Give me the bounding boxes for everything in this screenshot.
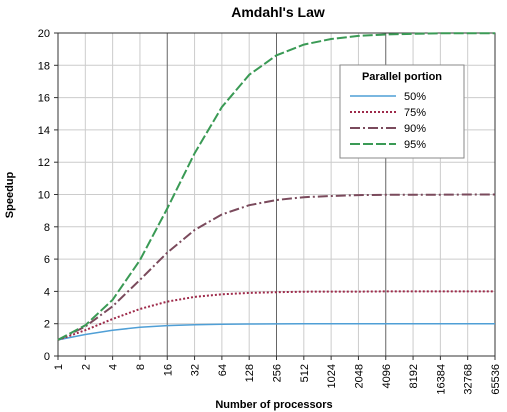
y-tick-label: 2 — [44, 319, 50, 331]
x-tick-label: 8192 — [408, 364, 420, 388]
x-tick-label: 4096 — [381, 364, 393, 388]
x-tick-label: 1 — [53, 364, 65, 370]
x-tick-label: 16384 — [435, 364, 447, 395]
y-tick-label: 0 — [44, 351, 50, 363]
x-tick-label: 128 — [244, 364, 256, 382]
chart-title: Amdahl's Law — [231, 4, 325, 20]
y-axis-ticks: 0 2 4 6 8 10 12 14 16 18 20 — [38, 28, 58, 363]
x-tick-label: 65536 — [490, 364, 502, 395]
series-line-90pct — [57, 193, 495, 341]
grid — [58, 33, 495, 356]
y-tick-label: 20 — [38, 28, 50, 40]
legend: Parallel portion 50% 75% 90% 95% — [339, 64, 465, 159]
legend-label: 50% — [404, 91, 426, 103]
x-tick-label: 4 — [108, 364, 120, 370]
series-line-75pct — [57, 290, 495, 341]
y-axis-label: Speedup — [4, 171, 16, 218]
y-tick-label: 12 — [38, 157, 50, 169]
y-tick-label: 10 — [38, 190, 50, 202]
legend-label: 90% — [404, 123, 426, 135]
series-line-50pct — [57, 322, 495, 341]
x-tick-label: 8 — [135, 364, 147, 370]
x-tick-label: 32 — [190, 364, 202, 376]
x-tick-label: 2 — [80, 364, 92, 370]
x-tick-label: 64 — [217, 364, 229, 376]
legend-title: Parallel portion — [362, 71, 442, 83]
y-tick-label: 14 — [38, 125, 50, 137]
y-tick-label: 8 — [44, 222, 50, 234]
y-tick-label: 18 — [38, 60, 50, 72]
legend-label: 75% — [404, 107, 426, 119]
legend-items: 50% 75% 90% 95% — [350, 91, 426, 151]
legend-box — [339, 64, 465, 159]
series-lines — [57, 32, 495, 341]
x-tick-label: 2048 — [353, 364, 365, 388]
x-tick-label: 16 — [162, 364, 174, 376]
legend-label: 95% — [404, 139, 426, 151]
series-line-95pct — [57, 32, 495, 341]
y-tick-label: 6 — [44, 254, 50, 266]
y-tick-label: 16 — [38, 93, 50, 105]
x-tick-label: 32768 — [463, 364, 475, 395]
x-axis-ticks: 1 2 4 8 16 32 64 128 256 512 1024 2048 4096 8192 16384… — [53, 356, 502, 395]
x-tick-label: 512 — [299, 364, 311, 382]
x-tick-label: 256 — [272, 364, 284, 382]
x-axis-label: Number of processors — [215, 399, 332, 411]
y-tick-label: 4 — [44, 286, 50, 298]
x-tick-label: 1024 — [326, 364, 338, 388]
